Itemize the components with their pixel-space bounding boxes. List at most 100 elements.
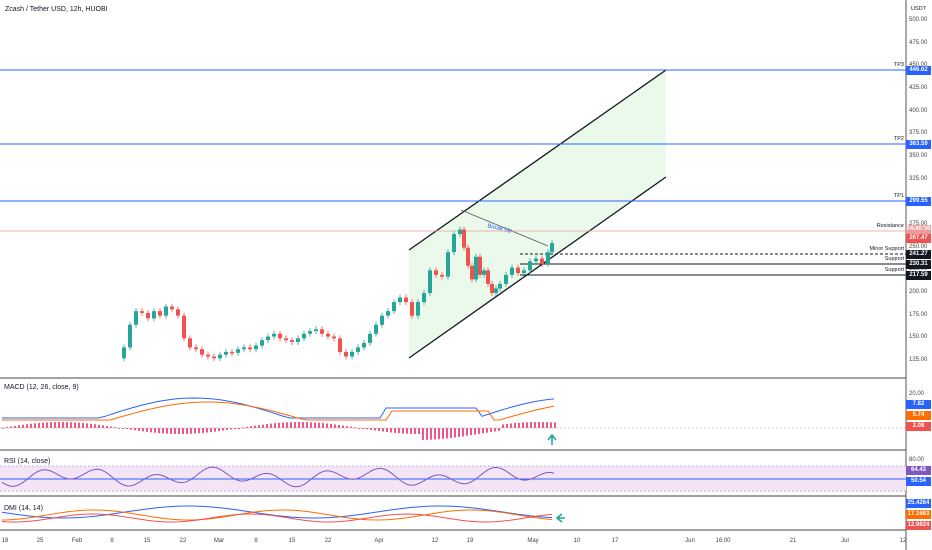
level-value-2: 299.55 — [906, 197, 931, 206]
candle-body — [338, 338, 342, 352]
macd-line — [2, 397, 555, 419]
rsi-title[interactable]: RSI (14, close) — [4, 458, 51, 465]
macd-histogram-bar — [334, 424, 336, 428]
candle-body — [344, 351, 348, 357]
level-label-4[interactable]: Minor Support — [869, 246, 904, 252]
candle-body — [176, 309, 180, 316]
time-tick: 21 — [789, 538, 797, 544]
level-label-5[interactable]: Support — [884, 256, 904, 262]
channel-fill — [409, 70, 666, 358]
candle-body — [546, 252, 550, 264]
candle-body — [494, 288, 498, 293]
macd-histogram-bar — [262, 424, 264, 428]
time-tick: May — [527, 538, 539, 544]
time-tick: 16:00 — [715, 538, 731, 544]
dmi-title[interactable]: DMI (14, 14) — [4, 505, 43, 512]
candle-body — [410, 302, 414, 316]
candle-body — [164, 306, 168, 316]
candle-body — [296, 338, 300, 342]
time-tick: 25 — [36, 538, 44, 544]
dmi-value-1: 25.4264 — [906, 499, 931, 508]
price-tick: 450.00 — [909, 62, 927, 68]
macd-histogram-bar — [50, 422, 52, 428]
macd-histogram-bar — [386, 428, 388, 433]
level-value-0: 446.62 — [906, 66, 931, 75]
candle-body — [158, 311, 162, 316]
price-tick: 125.00 — [909, 357, 928, 363]
candle-body — [528, 261, 532, 271]
candle-body — [284, 338, 288, 341]
macd-histogram-bar — [382, 428, 384, 432]
macd-scale-top: 20.00 — [909, 391, 925, 397]
break-up-trendline — [460, 209, 549, 247]
macd-histogram-bar — [474, 428, 476, 435]
macd-histogram-bar — [358, 427, 360, 429]
macd-histogram-bar — [22, 424, 24, 428]
macd-histogram-bar — [350, 426, 352, 428]
macd-histogram-bar — [146, 428, 148, 432]
dmi-adx-line — [1, 505, 553, 519]
candle-body — [242, 347, 246, 350]
candle-body — [122, 347, 126, 359]
macd-histogram-bar — [394, 428, 396, 433]
macd-histogram-bar — [198, 428, 200, 434]
candle-body — [380, 315, 384, 325]
macd-histogram-bar — [454, 428, 456, 438]
level-value-1: 363.59 — [906, 140, 931, 149]
macd-histogram-bar — [374, 428, 376, 431]
macd-histogram-bar — [378, 428, 380, 431]
macd-histogram-bar — [126, 428, 128, 430]
time-tick: 8 — [110, 538, 114, 544]
macd-histogram-bar — [178, 428, 180, 434]
macd-histogram-bar — [206, 428, 208, 433]
macd-histogram-bar — [70, 422, 72, 428]
level-label-0[interactable]: TP3 — [893, 62, 904, 68]
macd-histogram-bar — [406, 428, 408, 434]
candle-body — [200, 349, 204, 355]
macd-histogram-bar — [114, 427, 116, 429]
time-tick: 8 — [254, 538, 258, 544]
level-label-1[interactable]: TP2 — [893, 136, 904, 142]
candle-body — [362, 342, 366, 348]
level-label-2[interactable]: TP1 — [893, 193, 904, 199]
macd-histogram-bar — [226, 428, 228, 430]
macd-histogram-bar — [450, 428, 452, 438]
macd-histogram-bar — [486, 428, 488, 433]
candle-body — [474, 256, 478, 280]
candle-body — [230, 351, 234, 354]
macd-histogram-bar — [142, 428, 144, 432]
candle-body — [206, 354, 210, 357]
macd-histogram-bar — [54, 422, 56, 428]
macd-histogram-bar — [410, 428, 412, 434]
time-tick: 17 — [611, 538, 619, 544]
candle-body — [254, 345, 258, 350]
macd-histogram-bar — [274, 423, 276, 428]
macd-histogram-bar — [210, 428, 212, 433]
time-tick: 18 — [1, 538, 9, 544]
macd-histogram-bar — [370, 428, 372, 430]
macd-histogram-bar — [310, 422, 312, 428]
candle-body — [350, 351, 354, 357]
chart-title: Zcash / Tether USD, 12h, HUOBI — [5, 6, 108, 13]
candle-body — [510, 267, 514, 275]
candle-body — [140, 311, 144, 313]
macd-histogram-bar — [122, 428, 124, 429]
level-label-6[interactable]: Support — [884, 267, 904, 273]
macd-histogram-bar — [438, 428, 440, 440]
macd-histogram-bar — [82, 423, 84, 428]
macd-histogram-bar — [550, 422, 552, 428]
macd-title[interactable]: MACD (12, 26, close, 9) — [4, 384, 79, 391]
macd-histogram-bar — [434, 428, 436, 440]
macd-histogram-bar — [138, 428, 140, 431]
macd-histogram-bar — [94, 424, 96, 428]
price-tick: 400.00 — [909, 107, 928, 114]
macd-histogram-bar — [86, 423, 88, 428]
candle-body — [504, 274, 508, 284]
rsi-value-1: 64.43 — [906, 466, 931, 475]
macd-histogram-bar — [318, 422, 320, 428]
macd-histogram-bar — [546, 422, 548, 428]
macd-histogram-bar — [42, 422, 44, 428]
level-label-3[interactable]: Resistance — [876, 223, 904, 229]
